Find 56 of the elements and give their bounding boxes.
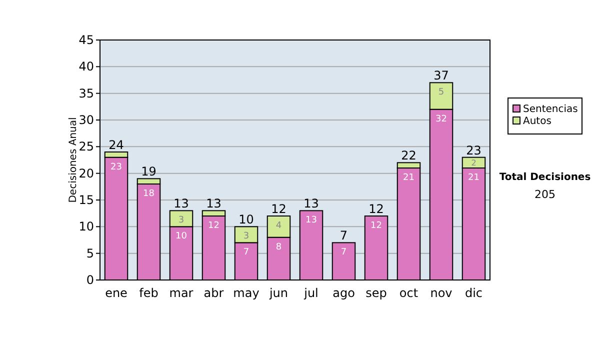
total-label: 24 <box>108 138 124 152</box>
data-label: 8 <box>276 242 282 252</box>
y-tick-label: 15 <box>78 193 94 207</box>
text: Total Decisiones <box>499 172 591 183</box>
total-label: 12 <box>368 202 384 216</box>
total-label: 23 <box>466 143 482 158</box>
x-tick-label: oct <box>399 286 418 300</box>
total-label: 19 <box>141 164 156 179</box>
y-tick-label: 5 <box>86 246 94 260</box>
data-label: 4 <box>276 221 282 231</box>
data-label: 5 <box>438 88 444 98</box>
x-tick-label: ene <box>105 286 128 300</box>
y-tick-label: 20 <box>78 166 94 180</box>
total-label: 10 <box>238 212 254 227</box>
total-label: 12 <box>271 202 286 216</box>
data-label: 32 <box>436 114 447 124</box>
total-label: 13 <box>206 196 222 211</box>
x-tick-label: jun <box>268 286 288 300</box>
x-tick-label: sep <box>366 286 387 300</box>
legend-label: Autos <box>523 116 552 127</box>
data-label: 10 <box>176 232 188 242</box>
y-tick-label: 25 <box>78 140 94 154</box>
y-tick-label: 30 <box>78 113 94 127</box>
total-label: 37 <box>434 68 449 83</box>
y-tick-label: 0 <box>86 273 94 287</box>
legend-label: Sentencias <box>523 104 578 115</box>
x-tick-label: dic <box>464 286 483 300</box>
y-tick-label: 35 <box>78 86 94 100</box>
x-tick-label: ago <box>332 286 355 300</box>
y-tick-label: 40 <box>78 60 94 74</box>
y-axis-title: Decisiones Anual <box>68 117 79 203</box>
total-label: 13 <box>174 196 189 211</box>
data-label: 7 <box>243 248 250 258</box>
x-tick-label: feb <box>139 286 158 300</box>
total-label: 22 <box>401 148 416 163</box>
x-tick-label: abr <box>204 286 224 300</box>
data-label: 21 <box>403 173 414 183</box>
x-tick-label: mar <box>169 286 194 300</box>
y-tick-label: 10 <box>78 220 94 234</box>
text: 205 <box>534 188 556 201</box>
data-label: 12 <box>208 221 220 231</box>
total-label: 13 <box>304 196 319 211</box>
data-label: 12 <box>370 221 382 231</box>
data-label: 21 <box>468 173 480 183</box>
total-label: 7 <box>340 228 348 243</box>
data-label: 7 <box>340 248 347 258</box>
x-tick-label: jul <box>303 286 318 300</box>
data-label: 23 <box>110 162 122 172</box>
data-label: 3 <box>178 216 184 226</box>
data-label: 3 <box>243 232 250 242</box>
data-label: 18 <box>143 189 155 199</box>
data-label: 2 <box>471 158 476 168</box>
x-tick-label: may <box>233 286 260 300</box>
x-tick-label: nov <box>430 286 452 300</box>
y-tick-label: 45 <box>78 33 94 47</box>
data-label: 13 <box>306 216 317 226</box>
